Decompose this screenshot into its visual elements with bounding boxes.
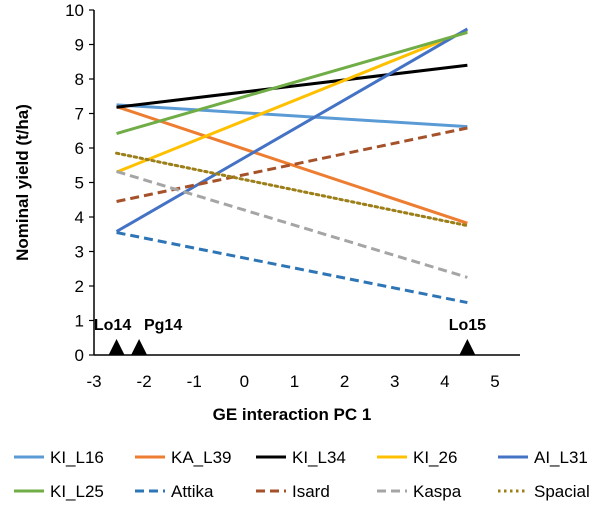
environment-markers: Lo14 Pg14 Lo15 [94,317,486,355]
x-tick-label: 3 [390,372,399,391]
y-tick-label: 7 [75,105,84,124]
axes [89,9,520,356]
y-tick-label: 5 [75,174,84,193]
legend: KI_L16 KA_L39 KI_L34 KI_26 AI_L31 KI_L25 Attik… [14,448,590,501]
legend-label: KI_L25 [50,482,104,501]
x-tick-label: 4 [440,372,449,391]
series-line-ki-l16 [116,103,468,129]
y-tick-label: 9 [75,36,84,55]
environment-label: Lo14 [94,317,131,334]
environment-marker [108,339,125,355]
legend-label: KA_L39 [171,448,232,467]
environment-marker [131,339,148,355]
y-tick-label: 8 [75,70,84,89]
environment-marker [459,339,476,355]
legend-label: KI_L34 [292,448,346,467]
y-tick-label: 3 [75,243,84,262]
x-tick-label: 0 [240,372,249,391]
x-tick-label: 2 [340,372,349,391]
series-line-ka-l39 [116,105,468,225]
x-tick-label: 1 [290,372,299,391]
y-tick-label: 4 [75,208,84,227]
series-line-ai-l31 [115,27,469,233]
legend-label: KI_26 [413,448,457,467]
environment-label: Pg14 [144,317,182,334]
tick-labels: 0 1 2 3 4 5 6 7 8 9 10 -3 -2 -1 0 1 2 3 4 5 [65,1,500,391]
y-tick-label: 2 [75,277,84,296]
environment-label: Lo15 [449,317,486,334]
x-tick-label: -2 [137,372,152,391]
legend-label: Attika [171,482,214,501]
x-tick-label: -1 [187,372,202,391]
x-axis-title: GE interaction PC 1 [213,405,372,424]
series-line-ki-26 [115,29,468,174]
legend-label: Isard [292,482,330,501]
legend-label: Kaspa [413,482,462,501]
y-tick-label: 1 [75,312,84,331]
series-line-attika [116,231,468,305]
y-tick-label: 0 [75,346,84,365]
series-line-kaspa [116,170,468,279]
series-line-ki-l34 [116,63,468,109]
x-tick-label: -3 [86,372,101,391]
y-axis-title: Nominal yield (t/ha) [13,104,32,261]
series-line-spacial [115,151,469,228]
y-tick-label: 6 [75,139,84,158]
legend-label: Spacial [534,482,590,501]
series-lines [115,27,469,305]
series-line-ki-l25 [116,30,468,135]
x-tick-label: 5 [490,372,499,391]
legend-label: KI_L16 [50,448,104,467]
y-tick-label: 10 [65,1,84,20]
legend-label: AI_L31 [534,448,588,467]
